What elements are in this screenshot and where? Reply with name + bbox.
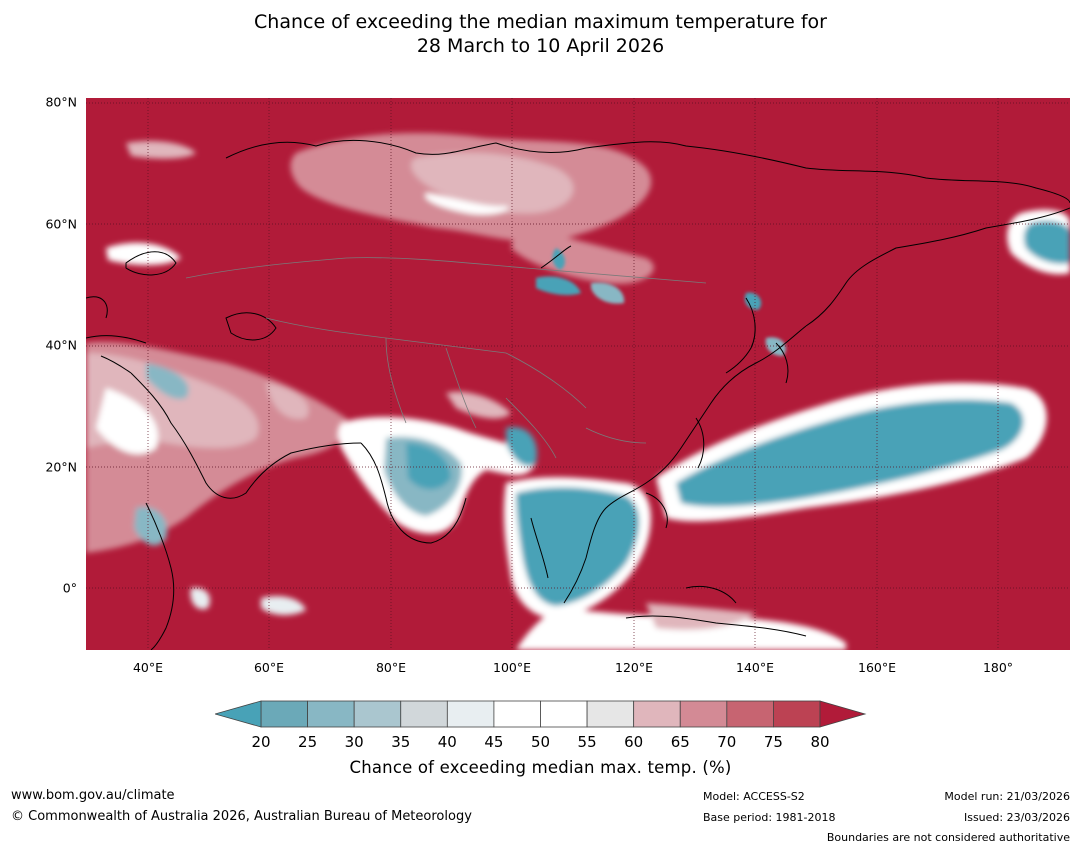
lon-label-160e: 160°E [857, 660, 897, 675]
colorbar-tick: 80 [810, 733, 830, 751]
colorbar-tick: 35 [391, 733, 411, 751]
colorbar-tick: 25 [298, 733, 318, 751]
colorbar [215, 700, 867, 728]
title-line-2: 28 March to 10 April 2026 [416, 35, 665, 57]
colorbar-low-extend [215, 700, 262, 728]
gridlines [86, 98, 1070, 650]
colorbar-tick: 65 [670, 733, 690, 751]
footer-model-run: Model run: 21/03/2026 [944, 790, 1070, 803]
colorbar-segments [260, 700, 821, 728]
lon-label-40e: 40°E [132, 660, 164, 675]
colorbar-segment [493, 700, 541, 728]
lon-label-60e: 60°E [253, 660, 285, 675]
lat-label-20n: 20°N [45, 459, 77, 475]
colorbar-label: Chance of exceeding median max. temp. (%… [349, 758, 732, 777]
colorbar-tick: 45 [484, 733, 504, 751]
footer-base-period: Base period: 1981-2018 [703, 811, 836, 824]
colorbar-tick: 60 [624, 733, 644, 751]
country-borders [185, 257, 707, 459]
title-line-1: Chance of exceeding the median maximum t… [254, 11, 827, 33]
lon-label-120e: 120°E [614, 660, 654, 675]
colorbar-segment [679, 700, 728, 728]
colorbar-segment [446, 700, 495, 728]
colorbar-tick: 70 [717, 733, 737, 751]
colorbar-segment [307, 700, 355, 728]
lon-label-140e: 140°E [735, 660, 775, 675]
lon-label-100e: 100°E [492, 660, 532, 675]
footer-model: Model: ACCESS-S2 [703, 790, 805, 803]
colorbar-segment [726, 700, 774, 728]
colorbar-segment [633, 700, 681, 728]
lat-label-0: 0° [62, 580, 77, 596]
pacific-cool-band [261, 382, 1047, 650]
colorbar-tick: 30 [344, 733, 364, 751]
colorbar-tick: 75 [763, 733, 783, 751]
footer-disclaimer: Boundaries are not considered authoritat… [826, 831, 1070, 844]
colorbar-tick: 20 [251, 733, 271, 751]
colorbar-tick: 55 [577, 733, 597, 751]
lat-label-60n: 60°N [45, 216, 77, 232]
lat-label-40n: 40°N [45, 337, 77, 353]
lat-label-80n: 80°N [45, 94, 77, 110]
colorbar-high-extend [819, 700, 867, 728]
chart-title: Chance of exceeding the median maximum t… [0, 10, 1081, 58]
probability-map [86, 98, 1070, 650]
colorbar-segment [260, 700, 308, 728]
footer-issued: Issued: 23/03/2026 [963, 811, 1070, 824]
colorbar-segment [540, 700, 588, 728]
colorbar-segment [586, 700, 635, 728]
colorbar-segment [773, 700, 821, 728]
coastlines [86, 139, 1070, 650]
lon-label-80e: 80°E [375, 660, 407, 675]
colorbar-tick: 50 [530, 733, 551, 751]
lon-label-180: 180° [982, 660, 1014, 675]
footer-url[interactable]: www.bom.gov.au/climate [11, 788, 175, 803]
warm-moderate-regions [106, 133, 1070, 284]
footer-copyright: © Commonwealth of Australia 2026, Austra… [11, 809, 472, 824]
colorbar-segment [353, 700, 402, 728]
siberia-cool-patches [536, 248, 786, 356]
map-canvas [86, 98, 1070, 650]
colorbar-tick: 40 [437, 733, 457, 751]
colorbar-segment [400, 700, 448, 728]
